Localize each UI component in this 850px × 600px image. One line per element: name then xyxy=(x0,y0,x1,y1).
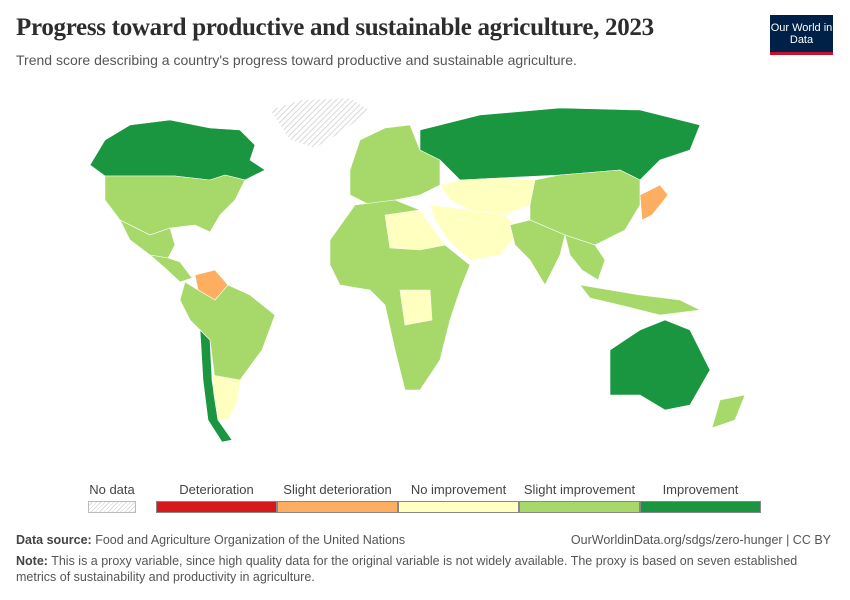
country-indonesia[interactable] xyxy=(579,284,702,316)
legend-swatch-4[interactable] xyxy=(640,501,761,513)
country-egypt-and-libya[interactable] xyxy=(384,209,446,251)
country-greenland[interactable] xyxy=(269,97,371,149)
legend-label-2: No improvement xyxy=(410,482,507,497)
country-new-zealand[interactable] xyxy=(711,394,746,429)
legend-swatch-0[interactable] xyxy=(156,501,277,513)
country-africa[interactable] xyxy=(329,199,471,391)
country-southeast-asia[interactable] xyxy=(564,234,606,281)
country-mexico[interactable] xyxy=(119,219,176,259)
subtitle: Trend score describing a country's progr… xyxy=(16,52,577,68)
data-source: Data source: Food and Agriculture Organi… xyxy=(16,533,405,547)
country-chile[interactable] xyxy=(199,329,233,443)
legend-swatch-1[interactable] xyxy=(277,501,398,513)
legend-no-data-swatch xyxy=(88,501,136,513)
legend-label-3: Slight improvement xyxy=(523,482,636,497)
country-central-america[interactable] xyxy=(148,254,193,283)
page-title: Progress toward productive and sustainab… xyxy=(16,14,654,41)
source-label: Data source: xyxy=(16,533,92,547)
country-russia[interactable] xyxy=(419,107,701,181)
legend-label-0: Deterioration xyxy=(179,482,254,497)
note-text: This is a proxy variable, since high qua… xyxy=(16,554,798,584)
country-japan[interactable] xyxy=(639,184,669,221)
country-india[interactable] xyxy=(509,219,566,286)
legend-swatch-2[interactable] xyxy=(398,501,519,513)
legend-label-1: Slight deterioration xyxy=(283,482,392,497)
note: Note: This is a proxy variable, since hi… xyxy=(16,553,816,585)
country-dr-congo[interactable] xyxy=(399,289,433,326)
world-map[interactable] xyxy=(0,90,850,470)
source-url[interactable]: OurWorldinData.org/sdgs/zero-hunger | CC… xyxy=(570,533,831,547)
country-canada[interactable] xyxy=(89,119,266,181)
legend-no-data-label: No data xyxy=(89,482,135,497)
country-china[interactable] xyxy=(529,169,641,246)
legend-label-4: Improvement xyxy=(662,482,739,497)
country-argentina[interactable] xyxy=(211,374,241,421)
note-label: Note: xyxy=(16,554,48,568)
source-text: Food and Agriculture Organization of the… xyxy=(95,533,406,547)
country-middle-east[interactable] xyxy=(429,204,521,261)
country-australia[interactable] xyxy=(609,319,711,411)
owid-logo[interactable]: Our World in Data xyxy=(770,15,833,55)
legend-swatch-3[interactable] xyxy=(519,501,640,513)
country-south-america[interactable] xyxy=(179,281,276,391)
